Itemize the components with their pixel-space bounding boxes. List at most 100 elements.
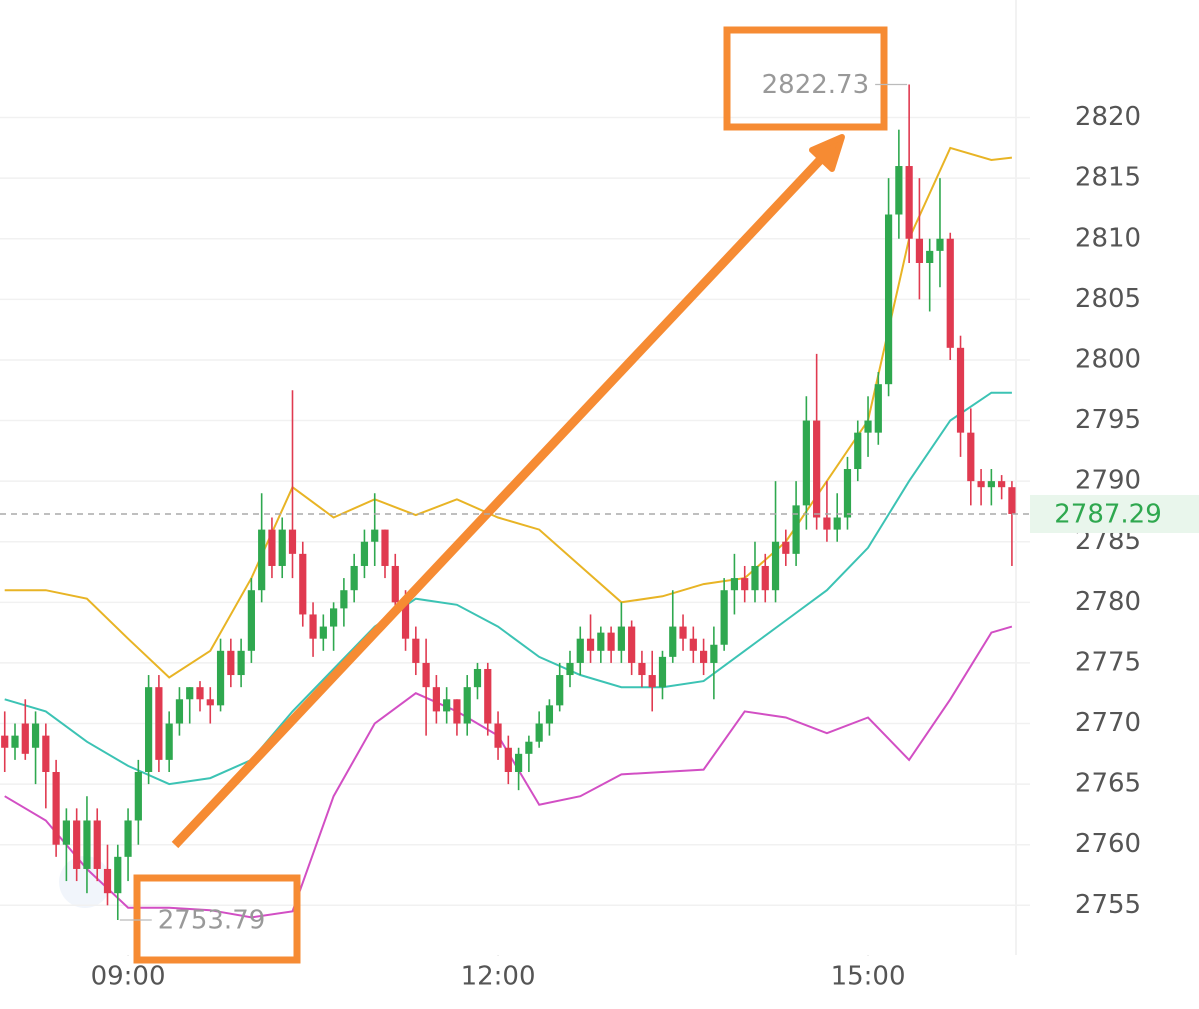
candle-body (936, 238, 944, 251)
candle-body (771, 541, 780, 591)
candle-body (52, 771, 60, 845)
candle-body (401, 602, 410, 639)
high-label: 2822.73 (762, 70, 870, 100)
candle-body (946, 238, 954, 348)
candle-body (330, 608, 338, 627)
last-price-tag (1030, 494, 1199, 533)
candle-body (360, 541, 369, 566)
candle-body (525, 741, 533, 754)
candle-body (484, 668, 492, 724)
candle-body (802, 420, 810, 506)
candle-body (915, 238, 924, 263)
candle-body (288, 529, 297, 554)
candle-body (350, 565, 358, 591)
candle-body (535, 723, 543, 742)
candle-body (453, 699, 461, 724)
candle-body (83, 820, 91, 869)
candle-body (864, 420, 872, 433)
candle-body (884, 214, 893, 385)
candle-body (73, 820, 81, 869)
candle-body (165, 723, 173, 760)
y-tick-label: 2765 (1075, 769, 1141, 799)
candle-body (1008, 487, 1016, 514)
candle-body (679, 626, 687, 639)
y-tick-label: 2775 (1075, 647, 1141, 677)
y-tick-label: 2820 (1075, 102, 1141, 132)
trend-arrow (171, 154, 826, 849)
candle-body (381, 529, 389, 566)
candle-body (792, 505, 800, 554)
low-label: 2753.79 (158, 905, 266, 935)
candle-body (412, 638, 420, 663)
candle-body (186, 687, 194, 700)
candle-body (422, 662, 430, 688)
candle-body (247, 590, 255, 651)
annotations: 2787.29 2822.73 2753.79 (0, 26, 1199, 964)
candle-body (905, 166, 913, 239)
candle-body (504, 747, 512, 772)
candle-body (823, 517, 831, 530)
candle-body (155, 687, 163, 760)
x-tick-label: 09:00 (91, 962, 166, 992)
candle-body (956, 347, 965, 433)
candle-body (114, 856, 122, 894)
candle-body (556, 675, 564, 706)
band-line (4, 146, 1013, 679)
candle-body (206, 699, 214, 706)
last-price-label: 2787.29 (1054, 499, 1162, 529)
candle-body (998, 481, 1006, 488)
candle-body (1, 735, 9, 748)
y-tick-label: 2790 (1075, 466, 1141, 496)
candle-body (761, 565, 769, 591)
candle-body (699, 650, 708, 663)
candle-body (145, 687, 153, 772)
candle-body (227, 650, 235, 676)
candle-body (854, 432, 862, 470)
labels: 2755276027652770277527802785279027952800… (91, 102, 1141, 991)
arrow-head (809, 134, 845, 172)
candle-body (710, 644, 718, 663)
grid (0, 116, 1030, 907)
candle-body (31, 723, 40, 748)
candle-body (216, 650, 225, 706)
candle-body (648, 675, 656, 688)
y-tick-label: 2770 (1075, 708, 1141, 738)
x-tick-label: 15:00 (831, 962, 906, 992)
candle-body (309, 614, 317, 639)
candle-body (93, 820, 101, 869)
candle-body (62, 820, 70, 845)
candle-body (432, 687, 440, 712)
candle-body (566, 662, 574, 676)
candle-body (237, 650, 245, 676)
candle-body (11, 735, 19, 748)
y-tick-label: 2815 (1075, 163, 1141, 193)
y-tick-label: 2780 (1075, 587, 1141, 617)
candle-body (843, 469, 852, 518)
y-tick-label: 2800 (1075, 344, 1141, 374)
candle-body (967, 432, 975, 482)
candles (1, 84, 1016, 920)
candle-body (576, 638, 584, 663)
candle-body (720, 590, 728, 645)
candle-body (586, 638, 595, 651)
candle-body (597, 632, 605, 651)
candle-body (340, 590, 348, 609)
x-tick-label: 12:00 (461, 962, 536, 992)
candle-body (299, 553, 307, 615)
candle-body (494, 723, 502, 748)
candle-body (175, 699, 184, 724)
y-tick-label: 2810 (1075, 223, 1141, 253)
candle-body (124, 820, 132, 857)
y-tick-label: 2760 (1075, 829, 1141, 859)
candle-body (658, 656, 667, 688)
candle-body (813, 420, 821, 518)
candle-body (278, 529, 286, 566)
candle-body (730, 578, 739, 591)
candle-body (977, 481, 985, 488)
candle-body (371, 529, 379, 542)
candle-body (443, 699, 451, 712)
candle-body (782, 541, 790, 554)
candle-body (103, 868, 112, 894)
